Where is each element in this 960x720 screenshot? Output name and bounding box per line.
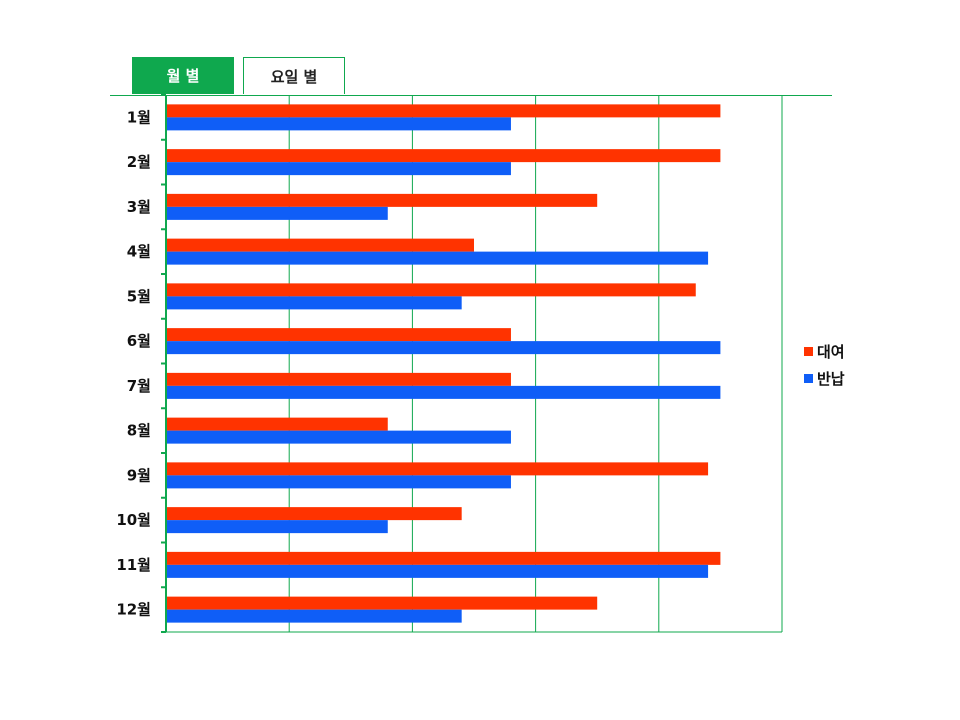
tab-monthly[interactable]: 월 별 — [132, 57, 234, 94]
bar-rental — [166, 417, 388, 431]
bar-rental — [166, 551, 721, 565]
bar-return — [166, 296, 462, 310]
category-label: 4월 — [127, 243, 151, 261]
bar-return — [166, 385, 721, 399]
category-label: 11월 — [116, 556, 151, 574]
bar-rental — [166, 193, 598, 207]
category-label: 2월 — [127, 153, 151, 171]
category-label: 5월 — [127, 287, 151, 305]
category-label: 3월 — [127, 198, 151, 216]
bar-rental — [166, 328, 511, 342]
bar-return — [166, 430, 511, 444]
bar-rental — [166, 372, 511, 386]
bar-return — [166, 520, 388, 534]
bar-return — [166, 609, 462, 623]
bar-return — [166, 117, 511, 131]
bar-return — [166, 475, 511, 489]
bar-rental — [166, 283, 696, 297]
category-label: 9월 — [127, 466, 151, 484]
category-label: 10월 — [116, 511, 151, 529]
tab-weekday[interactable]: 요일 별 — [243, 57, 345, 94]
category-label: 8월 — [127, 422, 151, 440]
legend-label-return: 반납 — [817, 370, 845, 388]
category-label: 6월 — [127, 332, 151, 350]
legend-swatch-rental — [804, 347, 813, 356]
bar-rental — [166, 462, 709, 476]
bar-rental — [166, 596, 598, 610]
bar-rental — [166, 238, 474, 252]
bar-rental — [166, 507, 462, 521]
bar-return — [166, 251, 709, 265]
legend: 대여 반납 — [804, 338, 845, 392]
bar-rental — [166, 149, 721, 163]
category-label: 1월 — [127, 108, 151, 126]
bar-return — [166, 162, 511, 176]
bar-rental — [166, 104, 721, 118]
legend-swatch-return — [804, 374, 813, 383]
category-label: 7월 — [127, 377, 151, 395]
legend-item-rental: 대여 — [804, 338, 845, 365]
category-label: 12월 — [116, 601, 151, 619]
bar-return — [166, 564, 709, 578]
legend-item-return: 반납 — [804, 365, 845, 392]
legend-label-rental: 대여 — [817, 343, 845, 361]
bar-return — [166, 341, 721, 355]
tab-underline — [110, 95, 832, 96]
bar-return — [166, 206, 388, 220]
